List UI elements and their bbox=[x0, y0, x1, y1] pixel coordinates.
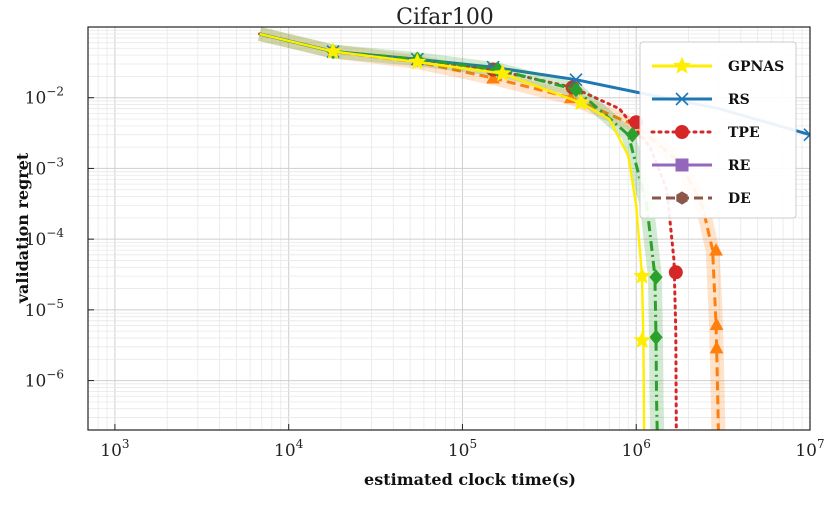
point-marker-star bbox=[408, 52, 427, 70]
y-tick-label: 10−6 bbox=[25, 368, 64, 392]
point-marker-diamond bbox=[569, 81, 583, 98]
legend-box bbox=[639, 41, 797, 219]
x-axis-label: estimated clock time(s) bbox=[364, 470, 576, 489]
legend-item-de: DE bbox=[652, 191, 751, 207]
plot-frame bbox=[87, 26, 811, 431]
series-line bbox=[258, 32, 678, 430]
x-tick-label: 106 bbox=[622, 437, 651, 461]
point-marker-star bbox=[673, 56, 691, 74]
legend: GPNAS RS TPE RE DE bbox=[639, 41, 797, 219]
legend-label: RS bbox=[728, 92, 750, 108]
y-tick-label: 10−2 bbox=[25, 85, 64, 109]
point-marker-triangle bbox=[486, 70, 500, 84]
series-line bbox=[259, 32, 646, 430]
series-gpnas bbox=[259, 32, 651, 430]
point-marker-diamond bbox=[625, 126, 640, 143]
point-marker-circle bbox=[668, 265, 683, 280]
point-marker-square bbox=[675, 158, 689, 172]
point-marker-triangle bbox=[709, 340, 724, 354]
point-marker-triangle bbox=[709, 317, 724, 331]
point-marker-star bbox=[633, 331, 651, 348]
y-axis-ticks: 10−210−310−410−510−6 bbox=[25, 85, 94, 392]
legend-item-rs: RS bbox=[652, 92, 750, 108]
grid bbox=[87, 26, 811, 431]
series-tpe bbox=[258, 32, 683, 430]
x-tick-label: 104 bbox=[274, 437, 304, 461]
point-marker-star bbox=[633, 266, 651, 284]
x-tick-label: 103 bbox=[100, 437, 129, 461]
point-marker-hexagon bbox=[676, 191, 688, 205]
point-marker-x bbox=[569, 73, 583, 87]
legend-label: DE bbox=[728, 191, 751, 207]
legend-label: TPE bbox=[728, 125, 760, 141]
x-tick-label: 107 bbox=[795, 437, 824, 461]
point-marker-circle bbox=[675, 125, 689, 139]
point-marker-star bbox=[324, 42, 342, 60]
point-marker-star bbox=[493, 64, 512, 82]
y-tick-label: 10−4 bbox=[25, 226, 65, 250]
legend-item-gpnas: GPNAS bbox=[652, 56, 784, 75]
point-marker-triangle bbox=[709, 243, 723, 256]
point-marker-diamond bbox=[649, 269, 663, 285]
legend-label: GPNAS bbox=[728, 59, 784, 75]
series-re bbox=[257, 27, 665, 430]
point-marker-diamond bbox=[649, 329, 663, 346]
x-tick-label: 105 bbox=[448, 437, 477, 461]
chart-title: Cifar100 bbox=[396, 5, 494, 30]
point-marker-x bbox=[675, 92, 689, 106]
point-marker-star bbox=[571, 93, 590, 111]
legend-item-re: RE bbox=[652, 158, 750, 174]
legend-item-tpe: TPE bbox=[650, 125, 760, 141]
legend-label: RE bbox=[728, 158, 750, 174]
y-axis-label: validation regret bbox=[13, 152, 32, 304]
point-marker-x bbox=[803, 128, 810, 142]
